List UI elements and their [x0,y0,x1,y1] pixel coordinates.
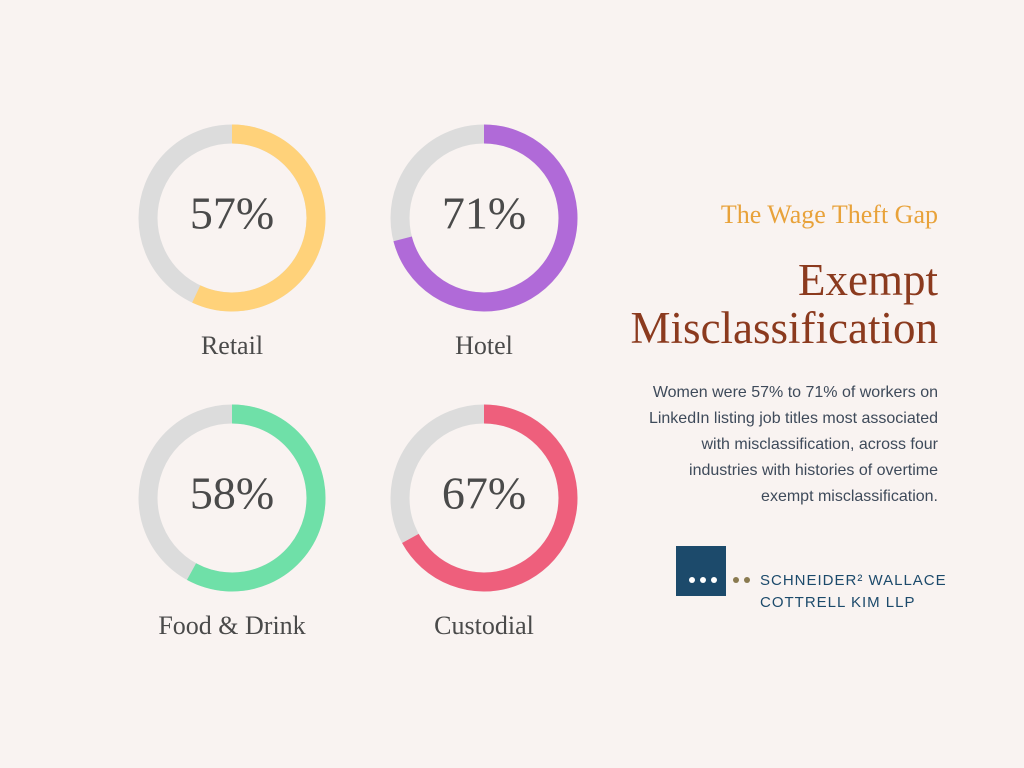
logo-text: COTTRELL KIM LLP [760,594,916,611]
logo-dot [744,577,750,583]
title: Exempt Misclassification [630,255,938,353]
category-label: Hotel [455,331,513,360]
category-label: Retail [201,331,263,360]
value-label: 57% [190,188,274,239]
kicker: The Wage Theft Gap [720,200,938,229]
logo-mark [676,546,726,596]
value-label: 58% [190,468,274,519]
description: Women were 57% to 71% of workers on Link… [648,384,938,505]
logo-dot [711,577,717,583]
donut-arc [192,124,326,312]
logo-text: SCHNEIDER² WALLACE [760,572,947,589]
category-label: Food & Drink [158,611,305,640]
logo-dot [689,577,695,583]
logo-dot [733,577,739,583]
category-label: Custodial [434,611,534,640]
donut-arc [402,404,578,592]
value-label: 71% [442,188,526,239]
value-label: 67% [442,468,526,519]
donut-arc [393,124,578,312]
logo-dot [700,577,706,583]
donut-arc [186,404,326,592]
